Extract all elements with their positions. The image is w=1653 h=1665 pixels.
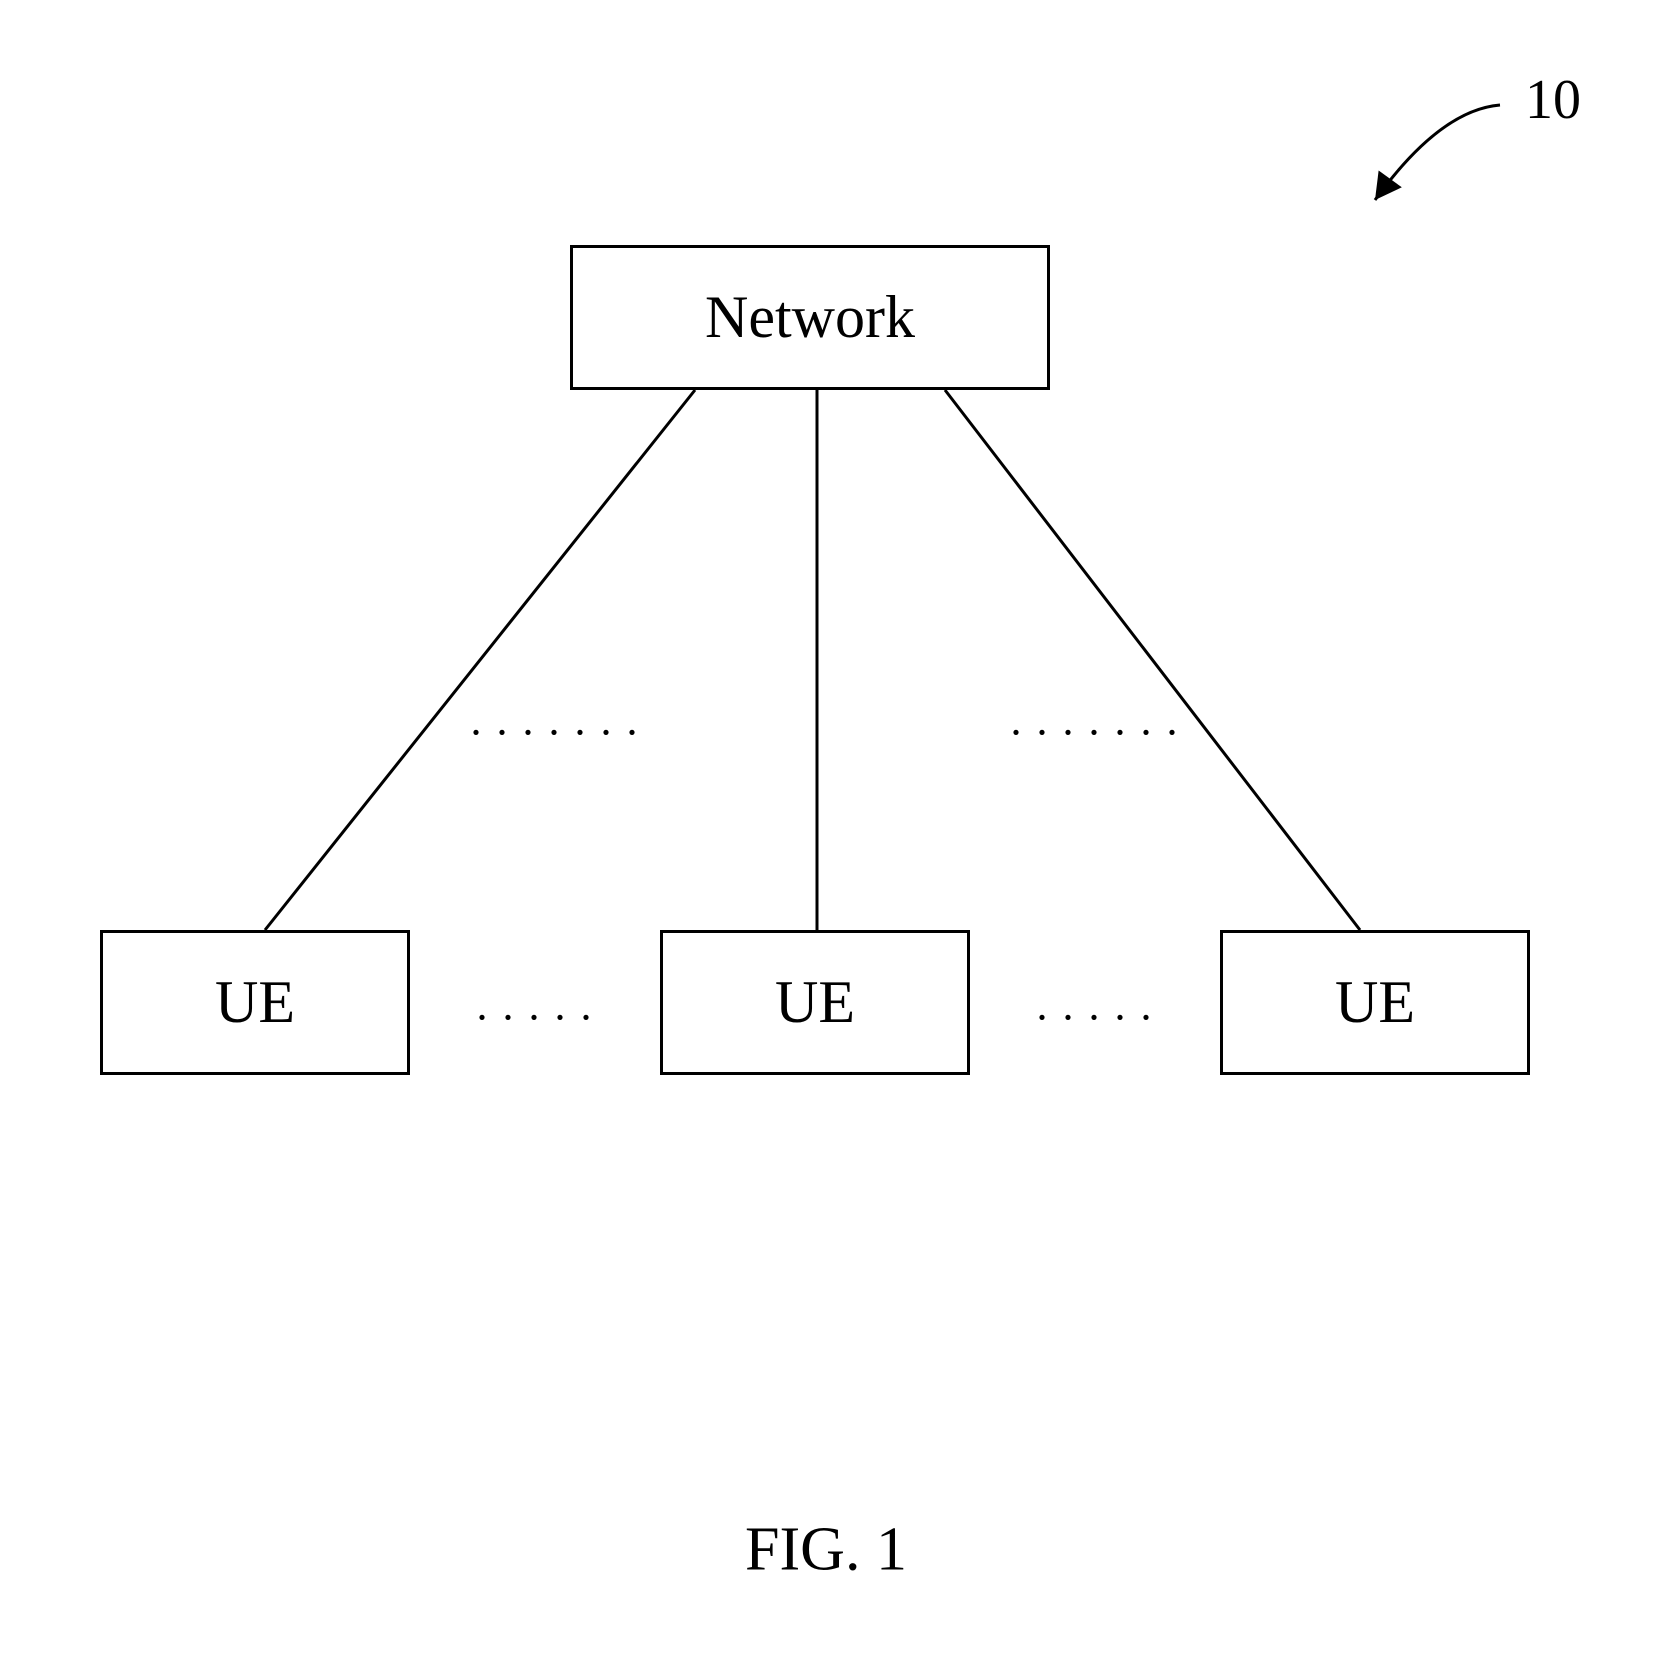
edge — [945, 390, 1360, 930]
node-ue-left: UE — [100, 930, 410, 1075]
node-network: Network — [570, 245, 1050, 390]
node-label: UE — [215, 968, 295, 1037]
ellipsis-upper-left: . . . . . . . — [471, 695, 640, 746]
node-ue-right: UE — [1220, 930, 1530, 1075]
reference-numeral: 10 — [1525, 68, 1581, 132]
ellipsis-lower-right: . . . . . — [1037, 980, 1154, 1031]
diagram-canvas: Network UE UE UE . . . . . . . . . . . . . .… — [0, 0, 1653, 1665]
reference-arrow-head — [1375, 171, 1402, 200]
node-label: UE — [1335, 968, 1415, 1037]
ellipsis-lower-left: . . . . . — [477, 980, 594, 1031]
figure-caption: FIG. 1 — [745, 1515, 907, 1586]
ellipsis-upper-right: . . . . . . . — [1011, 695, 1180, 746]
node-label: Network — [705, 283, 915, 352]
reference-arrow-curve — [1375, 105, 1500, 200]
node-ue-mid: UE — [660, 930, 970, 1075]
node-label: UE — [775, 968, 855, 1037]
edge — [265, 390, 695, 930]
